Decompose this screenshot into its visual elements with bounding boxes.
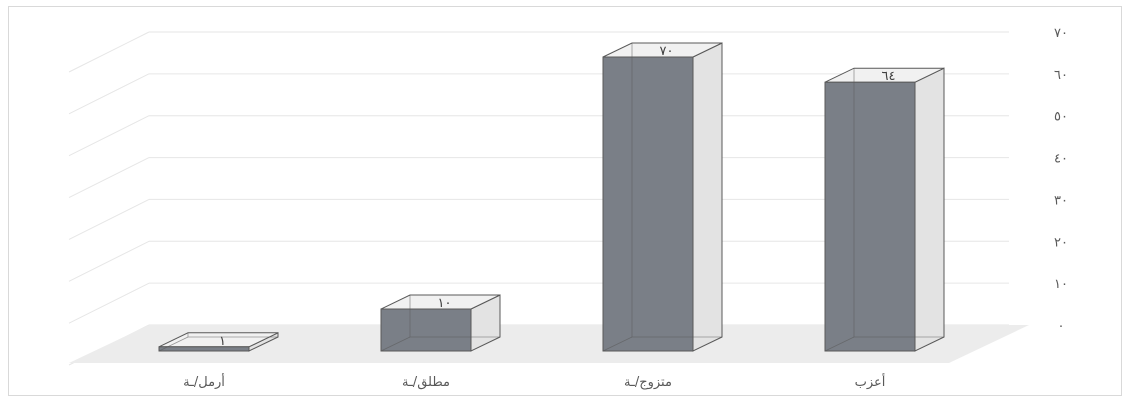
category-labels: أعزب متزوج/ـة مطلق/ـة أرمل/ـة <box>183 373 885 390</box>
gridline-side <box>68 157 150 199</box>
bar-side-face <box>692 42 723 352</box>
bar-side-face <box>914 67 945 352</box>
bar <box>158 332 279 352</box>
y-tick-label: ٤٠ <box>1054 152 1068 167</box>
gridline-side <box>68 282 150 324</box>
gridline-side <box>68 198 150 240</box>
bar-front-face <box>158 346 250 352</box>
gridline-side <box>68 73 150 115</box>
bar <box>824 67 945 352</box>
data-label: ١٠ <box>438 296 452 311</box>
bar-chart: ٠ ١٠ ٢٠ ٣٠ ٤٠ ٥٠ ٦٠ ٧٠ أعزب متزوج/ـة مطلق/ـة أرمل/… <box>68 26 1068 390</box>
data-label: ٦٤ <box>882 69 896 84</box>
category-label: مطلق/ـة <box>402 375 450 390</box>
y-tick-label: ٢٠ <box>1054 235 1068 250</box>
bar-depth-edge <box>824 336 855 352</box>
category-label: أعزب <box>855 373 886 390</box>
y-tick-label: ٥٠ <box>1054 110 1068 125</box>
bar-front-face <box>824 81 916 352</box>
data-label: ٧٠ <box>660 44 674 59</box>
bar-depth-edge <box>602 336 633 352</box>
bar-depth-edge <box>158 336 189 352</box>
y-tick-label: ٠ <box>1058 319 1065 334</box>
chart-frame: ٠ ١٠ ٢٠ ٣٠ ٤٠ ٥٠ ٦٠ ٧٠ أعزب متزوج/ـة مطلق/ـة أرمل/… <box>8 6 1122 396</box>
data-label: ١ <box>219 334 226 349</box>
bar-front-face <box>602 56 694 352</box>
y-tick-label: ١٠ <box>1054 277 1068 292</box>
y-tick-label: ٧٠ <box>1054 26 1068 41</box>
bar-depth-edge <box>380 336 411 352</box>
category-label: أرمل/ـة <box>183 373 225 390</box>
category-label: متزوج/ـة <box>624 375 672 390</box>
gridline-side <box>68 31 150 73</box>
chart-floor <box>69 325 1029 363</box>
bar <box>602 42 723 352</box>
y-axis-ticks: ٠ ١٠ ٢٠ ٣٠ ٤٠ ٥٠ ٦٠ ٧٠ <box>1054 26 1068 334</box>
data-labels: ٦٤ ٧٠ ١٠ ١ <box>219 44 895 349</box>
gridline-side <box>68 115 150 157</box>
gridline-side <box>68 240 150 282</box>
bars <box>158 42 945 352</box>
y-tick-label: ٣٠ <box>1054 193 1068 208</box>
y-tick-label: ٦٠ <box>1054 68 1068 83</box>
floor-plane <box>69 325 1029 363</box>
bar <box>380 294 501 352</box>
